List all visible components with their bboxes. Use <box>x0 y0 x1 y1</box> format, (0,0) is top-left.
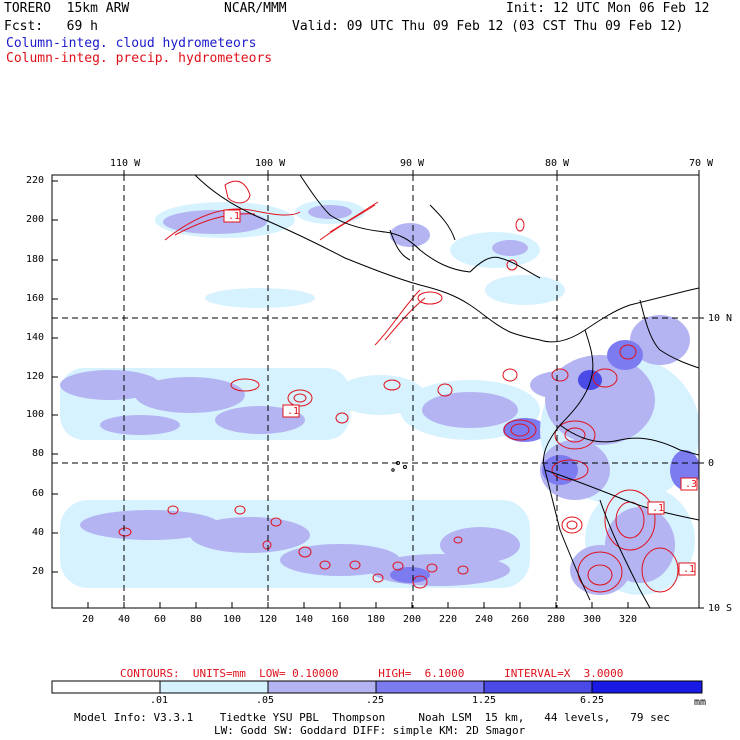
x-tick-label: 40 <box>118 614 131 625</box>
field-precip-label: Column-integ. precip. hydrometeors <box>6 51 273 66</box>
y-tick-label: 220 <box>26 175 45 186</box>
x-tick-label: 20 <box>82 614 95 625</box>
model-info-line1: Model Info: V3.3.1 Tiedtke YSU PBL Thomp… <box>74 711 671 724</box>
colorbar-unit: mm <box>694 697 707 708</box>
colorbar <box>51 680 703 694</box>
x-tick-label: 120 <box>259 614 278 625</box>
contour-info: CONTOURS: UNITS=mm LOW= 0.10000 HIGH= 6.… <box>120 667 624 680</box>
x-tick-label: 280 <box>547 614 566 625</box>
x-tick-label: 100 <box>223 614 242 625</box>
x-tick-label: 160 <box>331 614 350 625</box>
grid-lines <box>52 175 699 608</box>
x-tick-label: 60 <box>154 614 167 625</box>
contour-label: .1 <box>683 564 696 575</box>
lon-label-110w: 110 W <box>110 158 141 169</box>
contour-label: .1 <box>287 406 300 417</box>
y-tick-label: 60 <box>32 488 45 499</box>
model-info-line2: LW: Godd SW: Goddard DIFF: simple KM: 2D… <box>214 724 526 737</box>
frame-ticks <box>52 170 704 609</box>
x-tick-label: 180 <box>367 614 386 625</box>
lon-label-70w: 70 W <box>689 158 714 169</box>
y-tick-label: 80 <box>32 448 45 459</box>
colorbar-tick: .01 <box>150 695 169 706</box>
center-name: NCAR/MMM <box>224 1 287 16</box>
colorbar-tick: 6.25 <box>580 695 605 706</box>
x-tick-label: 80 <box>190 614 203 625</box>
lon-label-100w: 100 W <box>255 158 286 169</box>
y-tick-label: 20 <box>32 566 45 577</box>
shading-layer <box>60 200 699 595</box>
x-tick-label: 220 <box>439 614 458 625</box>
coastline-layer <box>194 175 699 608</box>
lat-label-10s: 10 S <box>708 603 733 614</box>
y-tick-label: 180 <box>26 254 45 265</box>
y-tick-label: 160 <box>26 293 45 304</box>
lon-label-80w: 80 W <box>545 158 570 169</box>
colorbar-tick: .25 <box>366 695 385 706</box>
y-tick-label: 40 <box>32 527 45 538</box>
lon-label-90w: 90 W <box>400 158 425 169</box>
x-tick-label: 140 <box>295 614 314 625</box>
y-tick-label: 140 <box>26 332 45 343</box>
x-tick-label: 260 <box>511 614 530 625</box>
contour-label: .1 <box>228 211 241 222</box>
x-tick-label: 300 <box>583 614 602 625</box>
contour-label: .3 <box>685 479 698 490</box>
y-tick-label: 100 <box>26 409 45 420</box>
x-tick-label: 320 <box>619 614 638 625</box>
colorbar-tick: 1.25 <box>472 695 497 706</box>
forecast-hour: Fcst: 69 h <box>4 19 98 34</box>
colorbar-tick: .05 <box>256 695 275 706</box>
x-tick-label: 240 <box>475 614 494 625</box>
contour-label-boxes <box>223 209 698 576</box>
valid-time: Valid: 09 UTC Thu 09 Feb 12 (03 CST Thu … <box>292 19 684 34</box>
lat-label-0: 0 <box>708 458 715 469</box>
init-time: Init: 12 UTC Mon 06 Feb 12 <box>506 1 710 16</box>
contour-layer <box>118 180 679 593</box>
x-tick-label: 200 <box>403 614 422 625</box>
lat-label-10n: 10 N <box>708 313 733 324</box>
y-tick-label: 200 <box>26 214 45 225</box>
contour-label: .1 <box>652 503 665 514</box>
y-tick-label: 120 <box>26 371 45 382</box>
field-cloud-label: Column-integ. cloud hydrometeors <box>6 36 257 51</box>
map-frame <box>51 174 700 609</box>
model-name: TORERO 15km ARW <box>4 1 130 16</box>
